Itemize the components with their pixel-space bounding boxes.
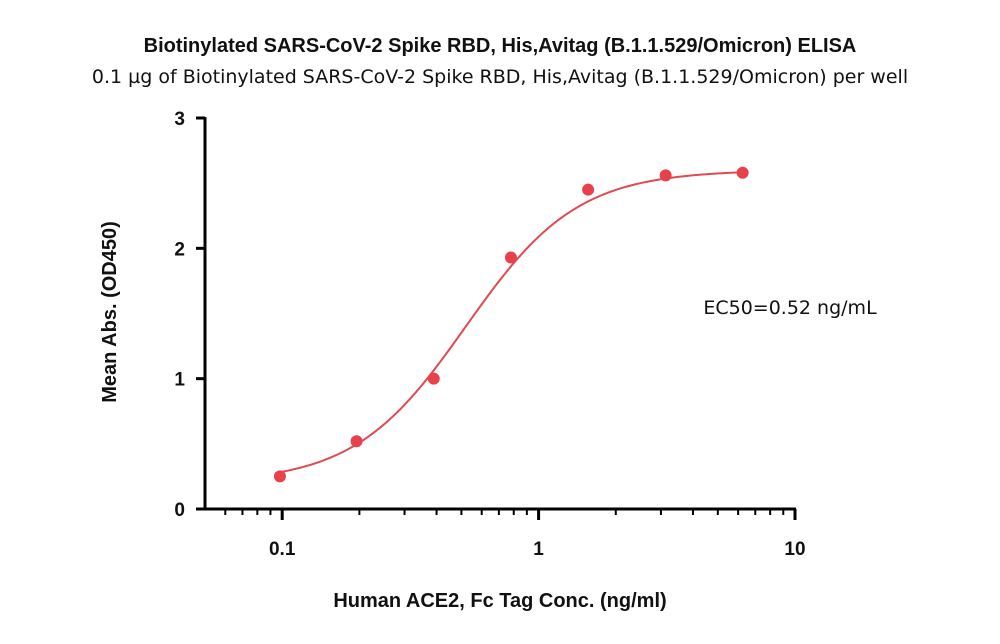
- data-point: [427, 372, 440, 385]
- data-point: [582, 183, 595, 196]
- data-point: [736, 166, 749, 179]
- y-tick-label: 1: [174, 370, 185, 391]
- data-point: [350, 435, 363, 448]
- y-axis-label: Mean Abs. (OD450): [99, 221, 121, 403]
- y-ticks: 0 1 2 3: [174, 109, 205, 521]
- y-tick-label: 3: [174, 109, 185, 130]
- x-tick-label: 0.1: [269, 539, 296, 560]
- y-tick-label: 2: [174, 239, 185, 260]
- x-tick-label: 1: [533, 539, 544, 560]
- x-axis-label: Human ACE2, Fc Tag Conc. (ng/ml): [333, 590, 666, 612]
- y-tick-label: 0: [174, 500, 185, 521]
- x-tick-label: 10: [784, 539, 805, 560]
- x-ticks: 0.1 1 10: [224, 509, 806, 560]
- data-point: [273, 470, 286, 483]
- chart-title: Biotinylated SARS-CoV-2 Spike RBD, His,A…: [144, 35, 857, 57]
- data-point: [504, 251, 517, 264]
- ec50-annotation: EC50=0.52 ng/mL: [703, 297, 877, 319]
- data-point: [659, 169, 672, 182]
- fit-curve: [279, 171, 743, 474]
- chart-subtitle: 0.1 µg of Biotinylated SARS-CoV-2 Spike …: [92, 66, 908, 88]
- data-points: [273, 166, 749, 483]
